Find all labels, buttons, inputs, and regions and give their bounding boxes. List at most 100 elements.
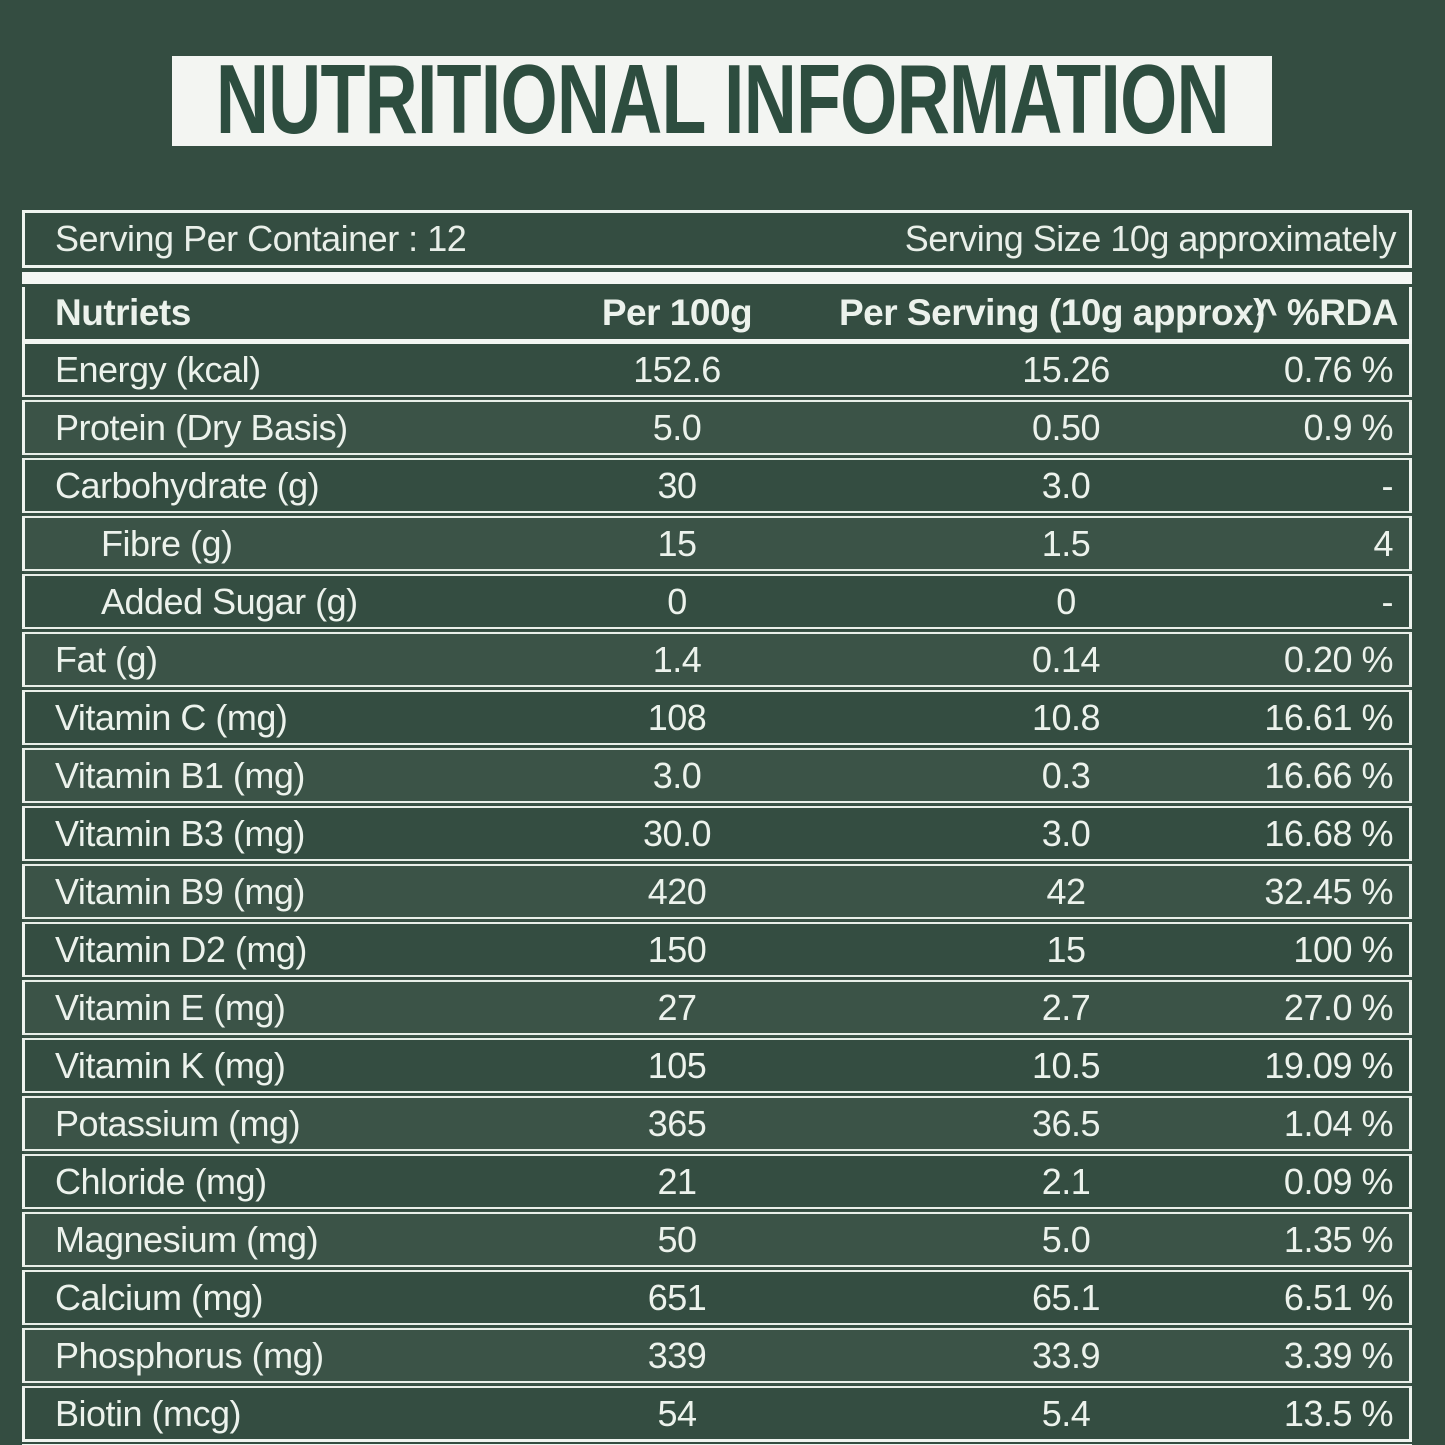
serving-per-container: Serving Per Container : 12 bbox=[55, 218, 467, 259]
header-nutrients: Nutriets bbox=[23, 287, 516, 344]
cell-rda: 16.68 % bbox=[1255, 801, 1411, 863]
cell-per-serving: 3.0 bbox=[838, 453, 1255, 515]
cell-per-serving: 0 bbox=[838, 569, 1255, 631]
cell-per-100g: 30 bbox=[516, 453, 838, 515]
cell-rda: 0.20 % bbox=[1255, 627, 1411, 689]
table-row: Magnesium (mg) 50 5.0 1.35 % bbox=[23, 1207, 1411, 1269]
cell-rda: 0.76 % bbox=[1283, 348, 1394, 390]
label-content: Serving Per Container : 12 Serving Size … bbox=[22, 210, 1412, 1445]
cell-per-100g: 152.6 bbox=[633, 348, 721, 390]
cell-per-100g: 54 bbox=[516, 1381, 838, 1443]
cell-per-serving: 3.0 bbox=[838, 801, 1255, 863]
cell-per-serving: 2.1 bbox=[838, 1149, 1255, 1211]
cell-per-serving: 42 bbox=[838, 859, 1255, 921]
cell-rda: - bbox=[1255, 569, 1411, 631]
cell-nutrient: Biotin (mcg) bbox=[23, 1381, 516, 1443]
table-row: Potassium (mg) 365 36.5 1.04 % bbox=[23, 1091, 1411, 1153]
cell-rda: - bbox=[1255, 453, 1411, 515]
cell-nutrient: Vitamin C (mg) bbox=[23, 685, 516, 747]
cell-nutrient: Vitamin E (mg) bbox=[23, 975, 516, 1037]
table-row: Fibre (g) 15 1.5 4 bbox=[23, 511, 1411, 573]
table-row: Chloride (mg) 21 2.1 0.09 % bbox=[23, 1149, 1411, 1211]
table-row: Vitamin D2 (mg) 150 15 100 % bbox=[23, 917, 1411, 979]
cell-rda: 13.5 % bbox=[1255, 1381, 1411, 1443]
cell-nutrient: Carbohydrate (g) bbox=[23, 453, 516, 515]
cell-per-100g: 50 bbox=[516, 1207, 838, 1269]
cell-per-serving: 0.14 bbox=[838, 627, 1255, 689]
cell-per-100g: 27 bbox=[516, 975, 838, 1037]
table-row: Energy (kcal) 152.6 15.26 0.76 % bbox=[24, 342, 1411, 399]
cell-nutrient: Calcium (mg) bbox=[23, 1265, 516, 1327]
cell-rda: 27.0 % bbox=[1255, 975, 1411, 1037]
cell-nutrient: Phosphorus (mg) bbox=[23, 1323, 516, 1385]
cell-per-serving: 10.8 bbox=[838, 685, 1255, 747]
cell-rda: 1.35 % bbox=[1255, 1207, 1411, 1269]
cell-per-serving: 33.9 bbox=[838, 1323, 1255, 1385]
cell-per-serving: 5.0 bbox=[838, 1207, 1255, 1269]
cell-nutrient: Vitamin B1 (mg) bbox=[23, 743, 516, 805]
table-row: Vitamin K (mg) 105 10.5 19.09 % bbox=[23, 1033, 1411, 1095]
table-row: Vitamin E (mg) 27 2.7 27.0 % bbox=[23, 975, 1411, 1037]
table-row: Vitamin B3 (mg) 30.0 3.0 16.68 % bbox=[23, 801, 1411, 863]
cell-nutrient: Fat (g) bbox=[23, 627, 516, 689]
header-per-serving: Per Serving (10g approx) bbox=[838, 287, 1265, 344]
nutrition-table: Nutriets Per 100g Per Serving (10g appro… bbox=[22, 287, 1412, 1445]
table-row: Vitamin B1 (mg) 3.0 0.3 16.66 % bbox=[23, 743, 1411, 805]
cell-nutrient: Magnesium (mg) bbox=[23, 1207, 516, 1269]
title-banner: NUTRITIONAL INFORMATION bbox=[172, 50, 1272, 148]
cell-nutrient: Protein (Dry Basis) bbox=[23, 395, 516, 457]
serving-size: Serving Size 10g approximately bbox=[904, 218, 1397, 259]
cell-nutrient: Vitamin D2 (mg) bbox=[23, 917, 516, 979]
cell-rda: 32.45 % bbox=[1255, 859, 1411, 921]
cell-per-serving: 15 bbox=[838, 917, 1255, 979]
cell-per-100g: 1.4 bbox=[516, 627, 838, 689]
cell-per-100g: 150 bbox=[516, 917, 838, 979]
cell-nutrient: Added Sugar (g) bbox=[23, 569, 516, 631]
table-row: Biotin (mcg) 54 5.4 13.5 % bbox=[23, 1381, 1411, 1443]
table-head: Nutriets Per 100g Per Serving (10g appro… bbox=[23, 287, 1411, 344]
cell-per-serving: 0.3 bbox=[838, 743, 1255, 805]
cell-rda: 1.04 % bbox=[1255, 1091, 1411, 1153]
header-per-100g: Per 100g bbox=[516, 287, 838, 344]
cell-rda: 4 bbox=[1255, 511, 1411, 573]
cell-per-100g: 339 bbox=[516, 1323, 838, 1385]
cell-rda: 0.9 % bbox=[1255, 395, 1411, 457]
cell-nutrient: Vitamin B9 (mg) bbox=[23, 859, 516, 921]
table-row: Phosphorus (mg) 339 33.9 3.39 % bbox=[23, 1323, 1411, 1385]
cell-per-serving: 36.5 bbox=[838, 1091, 1255, 1153]
cell-per-100g: 21 bbox=[516, 1149, 838, 1211]
cell-rda: 16.66 % bbox=[1255, 743, 1411, 805]
cell-nutrient: Vitamin K (mg) bbox=[23, 1033, 516, 1095]
cell-rda: 0.09 % bbox=[1255, 1149, 1411, 1211]
serving-info-box: Serving Per Container : 12 Serving Size … bbox=[22, 210, 1412, 268]
cell-per-serving: 10.5 bbox=[838, 1033, 1255, 1095]
cell-rda: 6.51 % bbox=[1255, 1265, 1411, 1327]
cell-nutrient: Chloride (mg) bbox=[23, 1149, 516, 1211]
cell-per-serving: 2.7 bbox=[838, 975, 1255, 1037]
cell-per-serving: 1.5 bbox=[838, 511, 1255, 573]
cell-nutrient: Vitamin B3 (mg) bbox=[23, 801, 516, 863]
cell-nutrient: Fibre (g) bbox=[23, 511, 516, 573]
cell-rda: 16.61 % bbox=[1255, 685, 1411, 747]
table-body: Energy (kcal) 152.6 15.26 0.76 % Protein (Dr… bbox=[23, 342, 1411, 1443]
divider-band bbox=[22, 272, 1412, 284]
cell-nutrient: Potassium (mg) bbox=[23, 1091, 516, 1153]
table-row: Added Sugar (g) 0 0- bbox=[23, 569, 1411, 631]
cell-per-100g: 105 bbox=[516, 1033, 838, 1095]
cell-rda: 100 % bbox=[1255, 917, 1411, 979]
cell-per-100g: 365 bbox=[516, 1091, 838, 1153]
table-row: Carbohydrate (g) 30 3.0- bbox=[23, 453, 1411, 515]
cell-per-100g: 5.0 bbox=[516, 395, 838, 457]
cell-per-100g: 108 bbox=[516, 685, 838, 747]
cell-per-100g: 15 bbox=[516, 511, 838, 573]
page-title: NUTRITIONAL INFORMATION bbox=[215, 44, 1229, 154]
cell-rda: 3.39 % bbox=[1255, 1323, 1411, 1385]
cell-per-serving: 65.1 bbox=[838, 1265, 1255, 1327]
cell-rda: 19.09 % bbox=[1255, 1033, 1411, 1095]
cell-per-100g: 420 bbox=[516, 859, 838, 921]
cell-per-serving: 5.4 bbox=[838, 1381, 1255, 1443]
table-row: Fat (g) 1.4 0.14 0.20 % bbox=[23, 627, 1411, 689]
table-row: Vitamin B9 (mg) 420 42 32.45 % bbox=[23, 859, 1411, 921]
table-row: Vitamin C (mg) 108 10.8 16.61 % bbox=[23, 685, 1411, 747]
